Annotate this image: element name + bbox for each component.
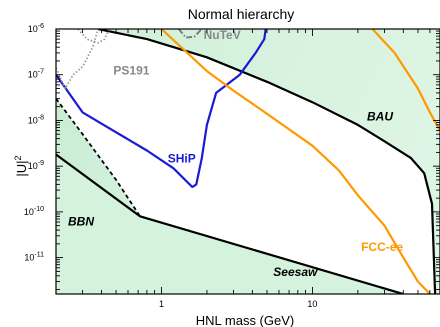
label-bau: BAU — [367, 109, 393, 123]
series-seesaw-1 — [56, 153, 404, 294]
x-axis-label: HNL mass (GeV) — [196, 313, 294, 327]
label-ps191: PS191 — [113, 64, 149, 78]
series-ship-3 — [56, 29, 267, 189]
x-tick-label: 10 — [307, 299, 317, 309]
series-layer — [56, 29, 440, 294]
label-fcc-ee: FCC-ee — [361, 240, 403, 254]
series-fcc-ee-4 — [160, 29, 431, 294]
series-fcc-ee-5 — [371, 29, 440, 132]
region-baryogenesis — [56, 29, 436, 294]
series-ps191-7 — [77, 29, 111, 44]
label-nutev: NuTeV — [204, 28, 241, 42]
chart-title: Normal hierarchy — [188, 6, 295, 22]
label-bbn: BBN — [68, 215, 94, 229]
y-tick-label: 10-11 — [24, 252, 44, 263]
y-axis-label-exponent: 2 — [13, 155, 23, 160]
series-bbn-2 — [56, 98, 141, 217]
label-ship: SHiP — [168, 152, 196, 166]
region-upper-excluded — [56, 29, 440, 294]
y-tick-label: 10-9 — [28, 160, 44, 171]
y-tick-label: 10-8 — [28, 114, 44, 125]
y-axis-label: |U|2 — [13, 155, 29, 176]
annotation-layer: NuTeV PS191 BAU SHiP BBN FCC-ee Seesaw — [68, 28, 403, 279]
x-tick-label: 1 — [159, 299, 164, 309]
label-seesaw: Seesaw — [273, 265, 318, 279]
y-tick-label: 10-7 — [28, 69, 44, 80]
series-nutev-8 — [178, 29, 203, 39]
y-tick-label: 10-10 — [24, 206, 44, 217]
tick-layer: 1 10 10-6 10-7 10-8 10-9 10-10 10-11 — [24, 23, 440, 309]
y-axis-label-text: |U| — [14, 160, 29, 176]
series-ps191-6 — [56, 29, 99, 90]
plot-frame — [55, 28, 440, 295]
y-tick-label: 10-6 — [28, 23, 44, 34]
